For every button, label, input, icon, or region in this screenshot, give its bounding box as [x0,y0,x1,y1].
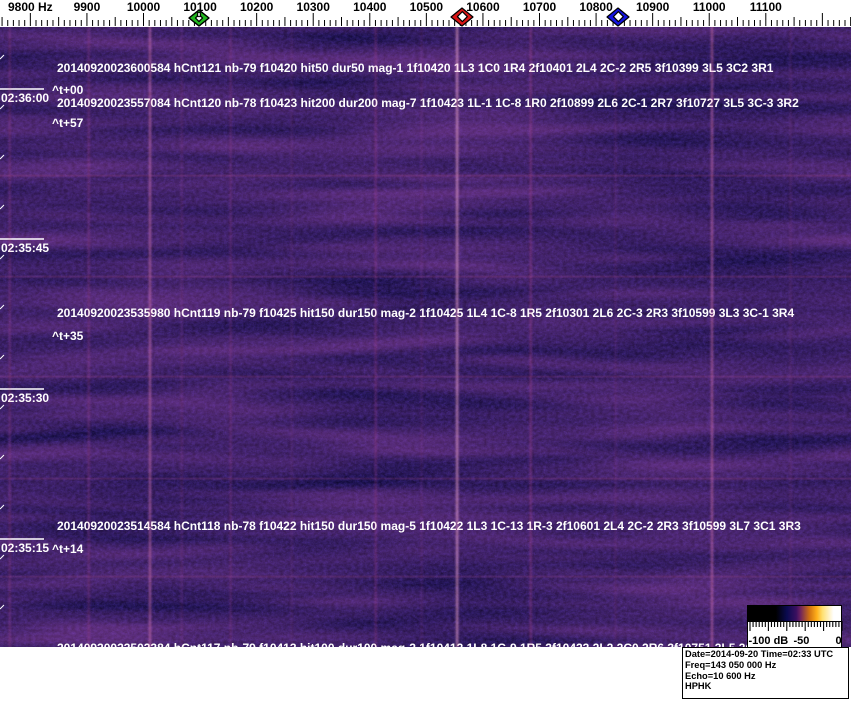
svg-text:10000: 10000 [127,0,161,14]
svg-text:10800: 10800 [579,0,613,14]
svg-text:11100: 11100 [750,0,782,14]
svg-text:10900: 10900 [636,0,670,14]
svg-text:10400: 10400 [353,0,387,14]
svg-text:10200: 10200 [240,0,274,14]
svg-text:10300: 10300 [297,0,331,14]
svg-text:10700: 10700 [523,0,557,14]
svg-text:9800 Hz: 9800 Hz [8,0,53,14]
svg-text:10600: 10600 [466,0,500,14]
svg-text:9900: 9900 [74,0,101,14]
svg-text:10500: 10500 [410,0,444,14]
svg-text:11000: 11000 [693,0,726,14]
